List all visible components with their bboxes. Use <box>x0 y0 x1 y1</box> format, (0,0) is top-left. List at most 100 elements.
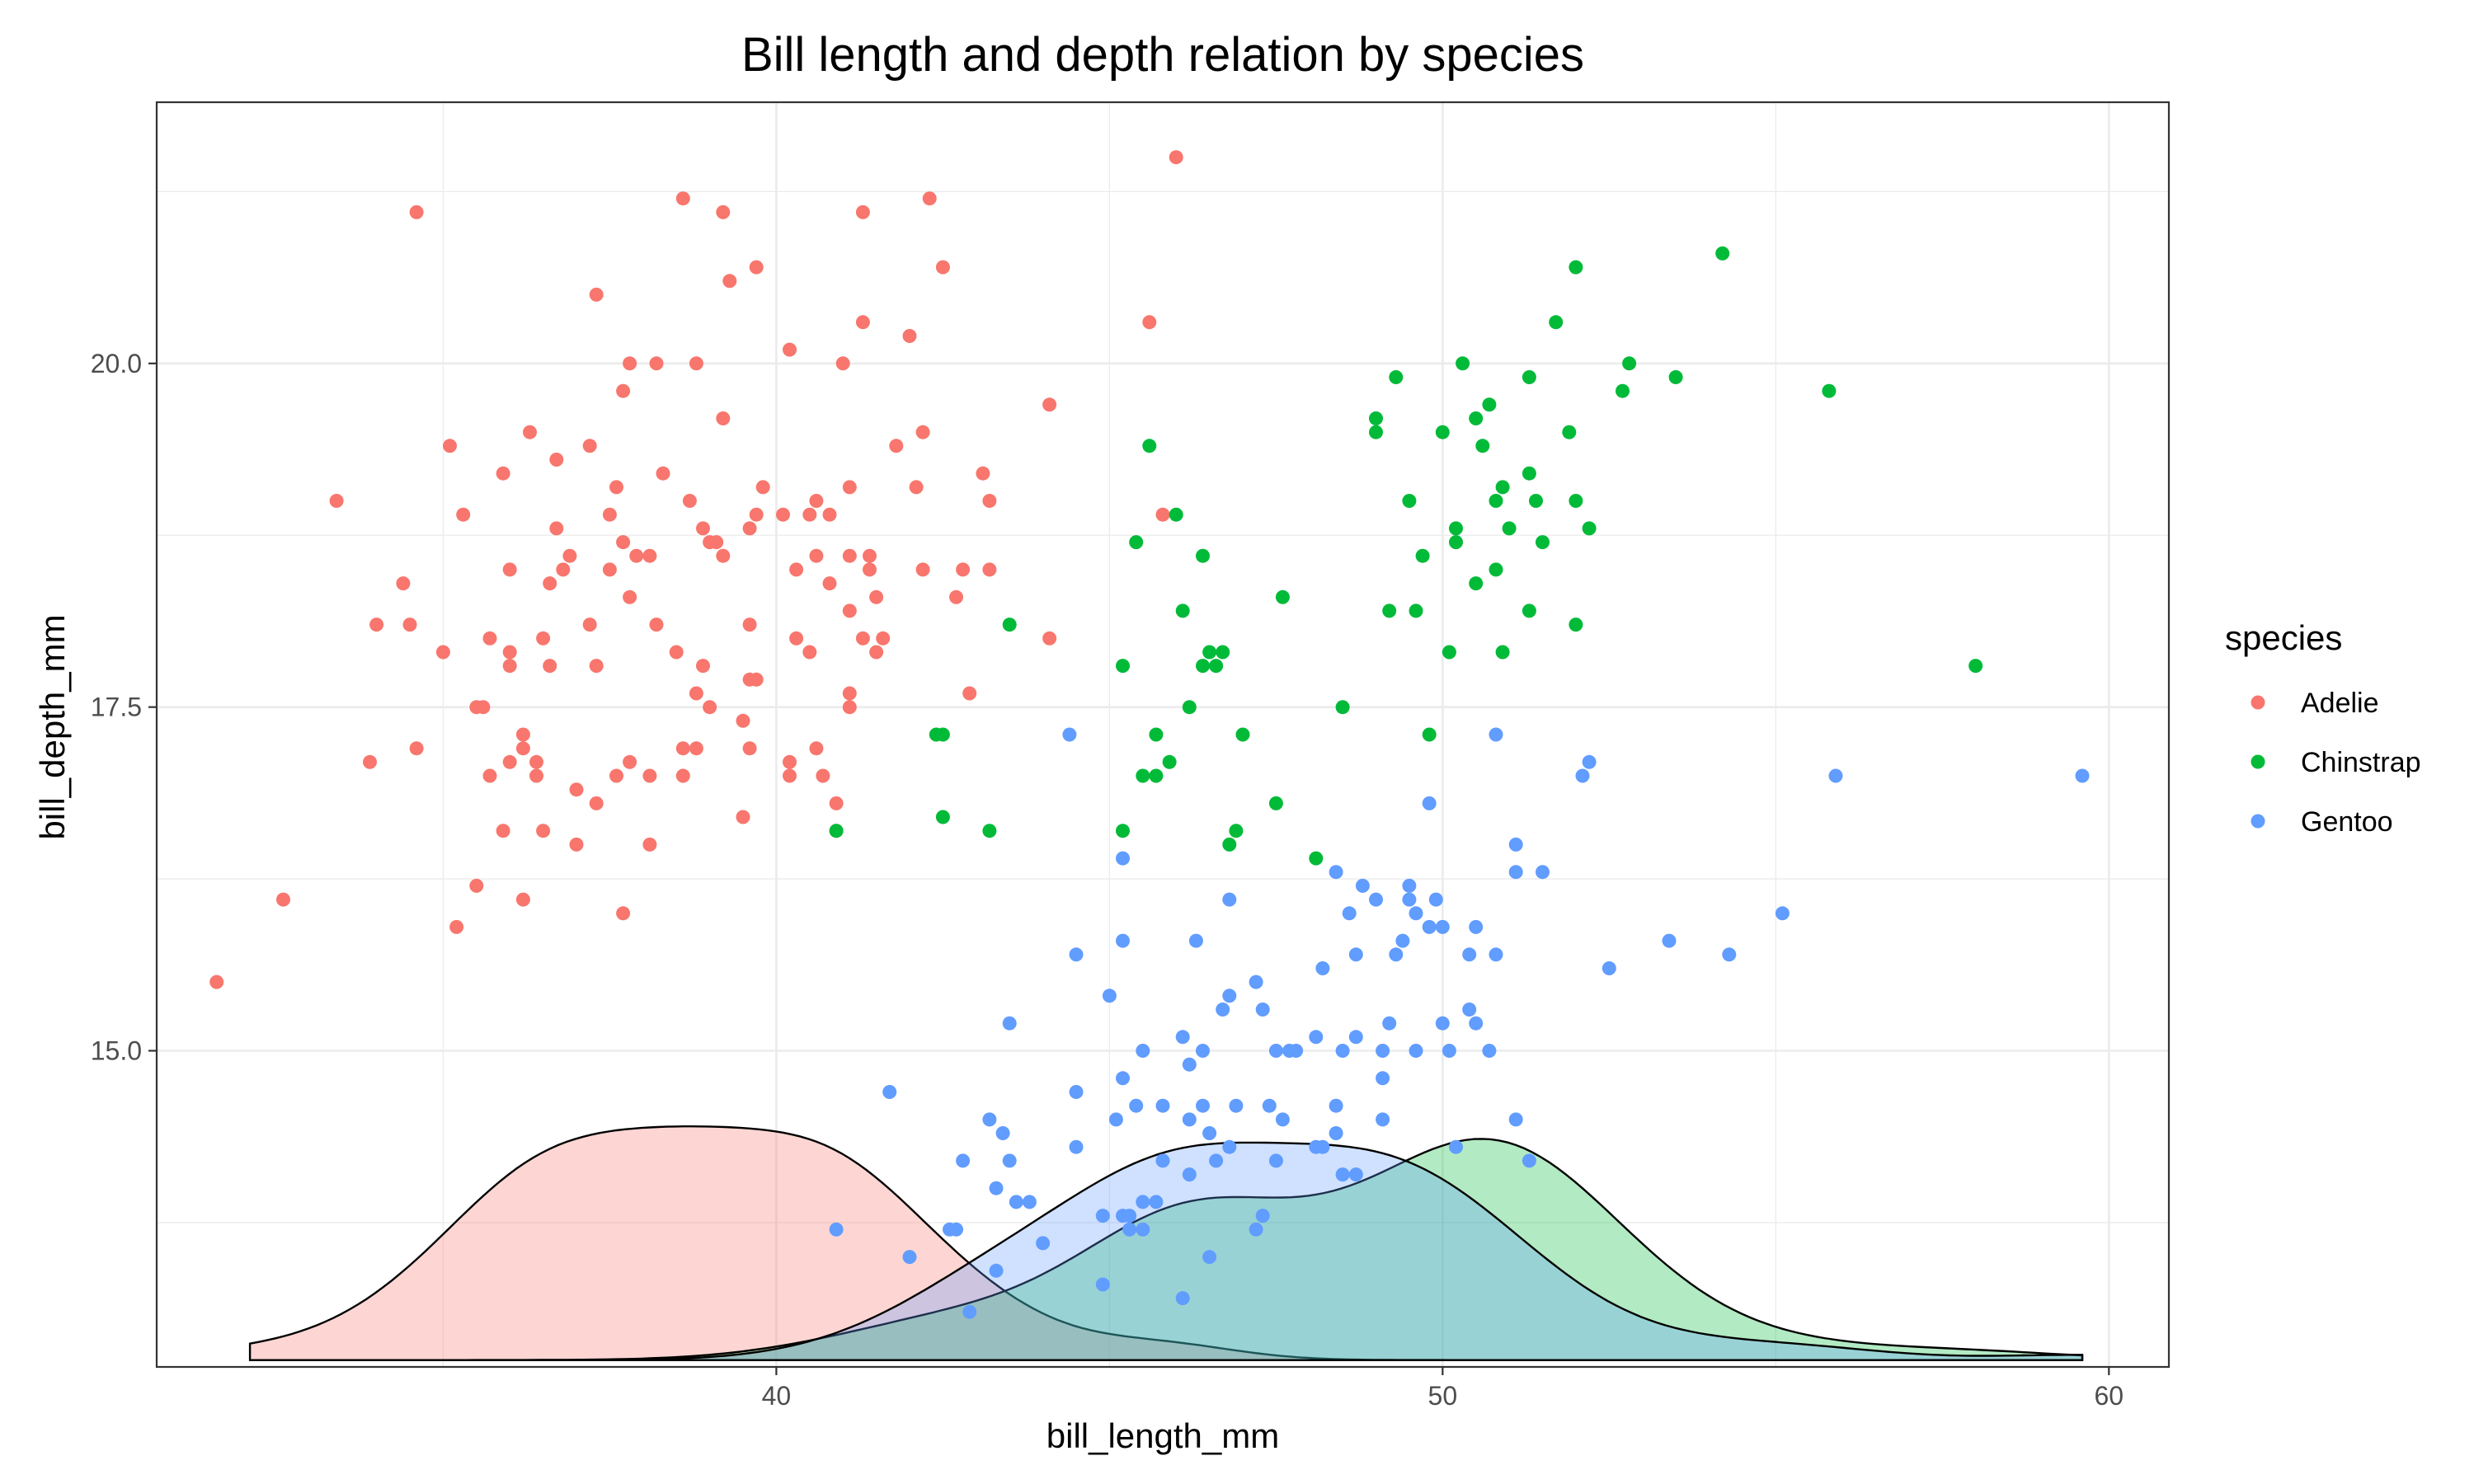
point-gentoo <box>1329 865 1343 880</box>
point-adelie <box>829 796 844 810</box>
point-adelie <box>582 618 597 632</box>
point-gentoo <box>1175 1291 1190 1306</box>
point-gentoo <box>1409 906 1423 921</box>
point-gentoo <box>1409 1044 1423 1058</box>
point-gentoo <box>1355 878 1370 893</box>
point-gentoo <box>1469 1016 1484 1031</box>
point-adelie <box>842 700 857 715</box>
point-adelie <box>456 507 471 522</box>
legend-key-chinstrap <box>2251 754 2265 769</box>
point-adelie <box>369 618 384 632</box>
point-gentoo <box>1268 1153 1283 1168</box>
x-tick-label: 40 <box>762 1381 792 1411</box>
point-adelie <box>669 645 684 660</box>
point-chinstrap <box>1129 535 1144 550</box>
point-gentoo <box>1315 961 1330 975</box>
legend-key-gentoo <box>2251 814 2265 829</box>
point-gentoo <box>1122 1222 1137 1237</box>
point-gentoo <box>1069 947 1084 962</box>
point-adelie <box>589 796 604 810</box>
point-gentoo <box>1095 1277 1110 1292</box>
point-chinstrap <box>1309 851 1324 866</box>
point-adelie <box>842 686 857 701</box>
point-gentoo <box>882 1085 897 1099</box>
point-gentoo <box>1575 768 1590 783</box>
point-chinstrap <box>1469 576 1484 591</box>
point-chinstrap <box>1442 645 1456 660</box>
point-chinstrap <box>1216 645 1230 660</box>
point-gentoo <box>1449 1139 1463 1154</box>
point-adelie <box>863 548 877 563</box>
point-gentoo <box>1335 1167 1350 1182</box>
point-adelie <box>536 631 551 646</box>
legend-label-gentoo: Gentoo <box>2301 806 2393 838</box>
point-chinstrap <box>1382 603 1397 618</box>
point-adelie <box>523 425 537 439</box>
point-adelie <box>915 562 930 577</box>
point-gentoo <box>1402 878 1417 893</box>
point-gentoo <box>1489 727 1503 742</box>
point-gentoo <box>989 1263 1004 1278</box>
point-gentoo <box>1116 933 1130 948</box>
point-gentoo <box>1382 1016 1397 1031</box>
point-adelie <box>1155 507 1170 522</box>
point-gentoo <box>1428 892 1443 907</box>
point-gentoo <box>1136 1222 1150 1237</box>
point-chinstrap <box>1196 659 1210 674</box>
point-adelie <box>783 754 797 769</box>
point-adelie <box>502 659 517 674</box>
point-chinstrap <box>935 810 950 824</box>
point-chinstrap <box>1422 727 1437 742</box>
point-chinstrap <box>1002 618 1017 632</box>
point-adelie <box>529 768 543 783</box>
point-adelie <box>889 439 904 453</box>
point-adelie <box>409 204 424 219</box>
point-gentoo <box>829 1222 844 1237</box>
point-adelie <box>949 589 963 604</box>
point-gentoo <box>1002 1016 1017 1031</box>
point-chinstrap <box>1715 246 1730 261</box>
point-adelie <box>1142 315 1157 330</box>
density-curves <box>248 1125 2084 1361</box>
point-adelie <box>749 507 764 522</box>
point-chinstrap <box>1275 589 1290 604</box>
point-gentoo <box>1069 1139 1084 1154</box>
point-adelie <box>842 603 857 618</box>
point-adelie <box>529 754 543 769</box>
point-adelie <box>476 700 491 715</box>
point-gentoo <box>1122 1209 1137 1223</box>
legend-label-adelie: Adelie <box>2301 688 2379 719</box>
point-adelie <box>855 204 870 219</box>
point-adelie <box>589 287 604 302</box>
point-chinstrap <box>1449 521 1463 536</box>
point-adelie <box>682 494 697 508</box>
point-gentoo <box>1209 1153 1224 1168</box>
point-adelie <box>742 741 757 756</box>
point-adelie <box>1042 397 1057 412</box>
point-gentoo <box>1369 892 1383 907</box>
point-gentoo <box>2075 768 2090 783</box>
point-adelie <box>689 686 703 701</box>
point-chinstrap <box>982 824 997 838</box>
point-adelie <box>623 754 637 769</box>
point-chinstrap <box>1149 727 1164 742</box>
point-gentoo <box>1222 1139 1237 1154</box>
point-chinstrap <box>1162 754 1177 769</box>
point-adelie <box>449 919 464 934</box>
point-gentoo <box>1395 933 1410 948</box>
point-adelie <box>649 618 664 632</box>
point-gentoo <box>1069 1085 1084 1099</box>
point-adelie <box>482 768 497 783</box>
scatter-points <box>209 150 2090 1319</box>
point-chinstrap <box>1495 480 1510 495</box>
point-adelie <box>809 548 824 563</box>
point-chinstrap <box>1475 439 1490 453</box>
point-adelie <box>869 645 884 660</box>
point-gentoo <box>1469 919 1484 934</box>
point-gentoo <box>1335 1044 1350 1058</box>
point-adelie <box>496 824 510 838</box>
point-gentoo <box>1009 1195 1023 1209</box>
point-gentoo <box>1202 1126 1217 1140</box>
point-gentoo <box>1136 1044 1150 1058</box>
point-adelie <box>716 548 731 563</box>
